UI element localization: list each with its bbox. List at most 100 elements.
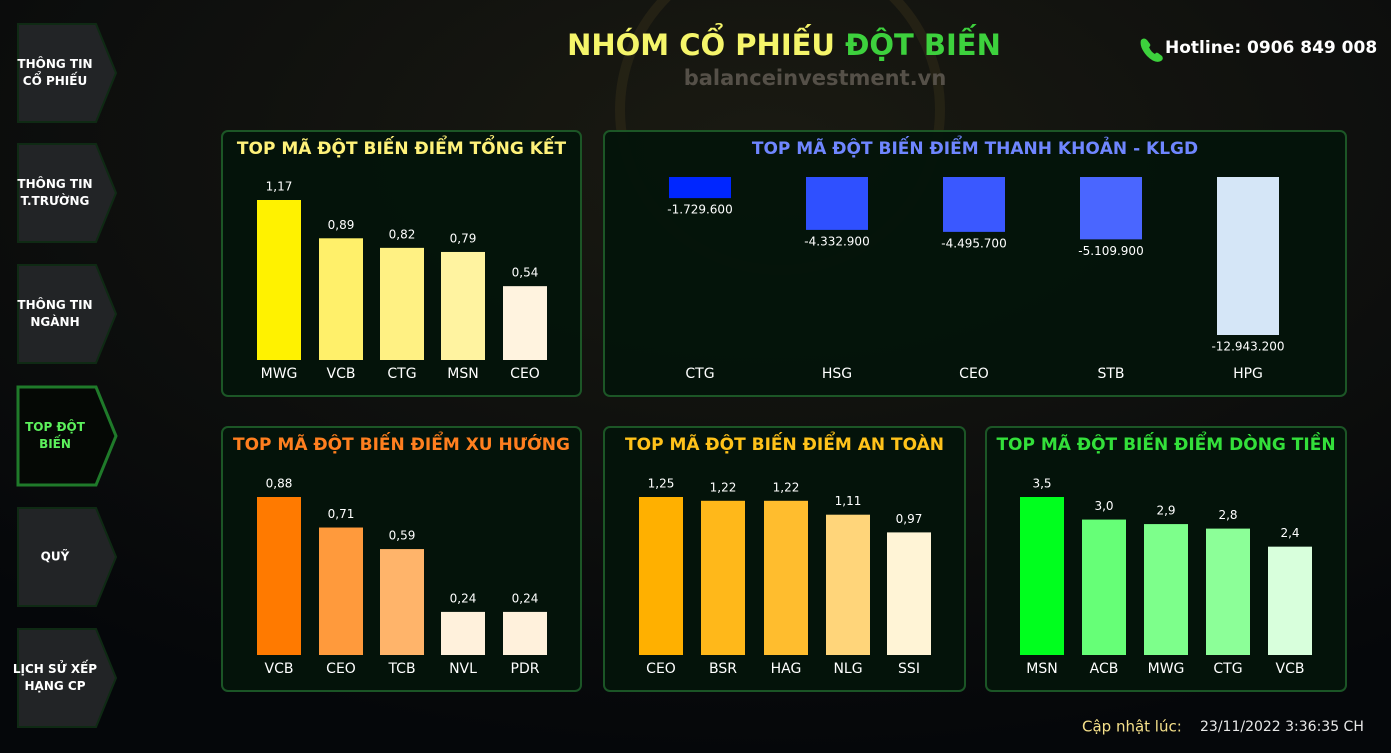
chart-panel: TOP MÃ ĐỘT BIẾN ĐIỂM THANH KHOẢN - KLGD -… (603, 130, 1347, 397)
bar (764, 500, 808, 655)
bar (639, 497, 683, 655)
value-label: 0,97 (896, 512, 923, 526)
nav-shape (16, 385, 118, 487)
bar (1020, 497, 1064, 655)
bar (380, 247, 424, 360)
category-label: STB (1097, 366, 1124, 382)
nav-shape (17, 23, 118, 123)
category-label: HSG (822, 366, 852, 382)
nav-shape (17, 143, 118, 243)
bar (319, 527, 363, 655)
category-label: TCB (387, 661, 415, 677)
value-label: 0,24 (450, 591, 477, 605)
bar (1268, 546, 1312, 655)
category-label: CTG (387, 366, 416, 382)
bar (887, 532, 931, 655)
nav-label: NGÀNH (30, 314, 79, 329)
chart-panel: TOP MÃ ĐỘT BIẾN ĐIỂM DÒNG TIỀN 3,5 MSN 3,0 A… (985, 426, 1347, 692)
chart-title: TOP MÃ ĐỘT BIẾN ĐIỂM DÒNG TIỀN (996, 430, 1335, 455)
nav-shape (17, 264, 118, 364)
bar (257, 497, 301, 655)
value-label: 2,4 (1280, 526, 1299, 540)
bar (1144, 524, 1188, 655)
watermark-text: balanceinvestment.vn (684, 66, 947, 90)
category-label: CTG (685, 366, 714, 382)
nav-label: BIẾN (39, 435, 71, 451)
nav-label: T.TRƯỜNG (21, 193, 90, 208)
category-label: MSN (1026, 661, 1057, 677)
nav-shape (17, 507, 118, 607)
chart-title: TOP MÃ ĐỘT BIẾN ĐIỂM THANH KHOẢN - KLGD (752, 134, 1198, 159)
nav-shape (17, 628, 118, 728)
category-label: VCB (265, 661, 294, 677)
value-label: 1,22 (710, 480, 737, 494)
category-label: MWG (261, 366, 298, 382)
bar (701, 500, 745, 655)
value-label: 0,88 (266, 477, 293, 491)
category-label: CEO (959, 366, 989, 382)
value-label: 0,71 (328, 507, 355, 521)
value-label: 2,9 (1156, 504, 1175, 518)
bar (319, 238, 363, 360)
bar (380, 549, 424, 655)
bar (441, 251, 485, 360)
chart-panel: TOP MÃ ĐỘT BIẾN ĐIỂM XU HƯỚNG 0,88 VCB 0,71… (221, 426, 582, 692)
value-label: 0,59 (389, 529, 416, 543)
bar (503, 286, 547, 360)
bar (1206, 528, 1250, 655)
chart-title: TOP MÃ ĐỘT BIẾN ĐIỂM AN TOÀN (625, 430, 944, 455)
category-label: HPG (1233, 366, 1263, 382)
nav-button[interactable]: THÔNG TIN NGÀNH (17, 264, 118, 364)
nav-label: CỔ PHIẾU (23, 71, 87, 88)
category-label: HAG (771, 661, 802, 677)
nav-label: HẠNG CP (24, 679, 85, 693)
category-label: ACB (1090, 661, 1119, 677)
category-label: VCB (327, 366, 356, 382)
value-label: 0,79 (450, 231, 477, 245)
nav-button[interactable]: LỊCH SỬ XẾP HẠNG CP (13, 628, 118, 728)
value-label: -4.495.700 (941, 236, 1006, 250)
bar (503, 611, 547, 655)
bar (1217, 177, 1279, 335)
bar (943, 177, 1005, 232)
bar (806, 177, 868, 230)
value-label: -12.943.200 (1211, 340, 1284, 354)
value-label: 0,54 (512, 266, 539, 280)
category-label: PDR (511, 661, 540, 677)
category-label: NVL (449, 661, 477, 677)
value-label: -1.729.600 (667, 203, 732, 217)
bar (1080, 177, 1142, 240)
value-label: 0,82 (389, 227, 416, 241)
value-label: 1,11 (835, 494, 862, 508)
panel-bg (603, 130, 1347, 397)
value-label: 2,8 (1218, 508, 1237, 522)
nav-label: THÔNG TIN (17, 297, 92, 312)
chart-title: TOP MÃ ĐỘT BIẾN ĐIỂM XU HƯỚNG (233, 430, 570, 455)
category-label: CTG (1213, 661, 1242, 677)
chart-panel: TOP MÃ ĐỘT BIẾN ĐIỂM AN TOÀN 1,25 CEO 1,22 B… (603, 426, 966, 692)
category-label: SSI (898, 661, 920, 677)
bar (669, 177, 731, 199)
nav-label: TOP ĐỘT (25, 419, 86, 434)
bar (441, 611, 485, 655)
bar (257, 200, 301, 360)
update-label: Cập nhật lúc: (1082, 718, 1182, 736)
value-label: 1,25 (648, 477, 675, 491)
nav-button[interactable]: QUỸ (17, 507, 118, 607)
nav-button[interactable]: THÔNG TIN T.TRƯỜNG (17, 143, 118, 243)
update-time: 23/11/2022 3:36:35 CH (1200, 719, 1364, 735)
category-label: NLG (833, 661, 862, 677)
category-label: CEO (326, 661, 356, 677)
hotline: Hotline: 0906 849 008 (1165, 38, 1377, 58)
category-label: MWG (1148, 661, 1185, 677)
nav-label: THÔNG TIN (17, 56, 92, 71)
value-label: 0,89 (328, 218, 355, 232)
nav-label: LỊCH SỬ XẾP (13, 660, 97, 676)
value-label: 1,22 (773, 480, 800, 494)
category-label: CEO (646, 661, 676, 677)
phone-icon (1140, 38, 1163, 62)
